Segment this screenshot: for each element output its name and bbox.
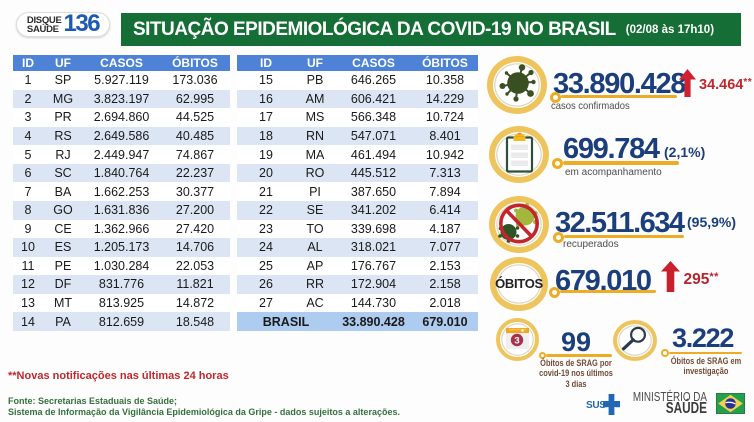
svg-text:3: 3 [514, 335, 519, 346]
